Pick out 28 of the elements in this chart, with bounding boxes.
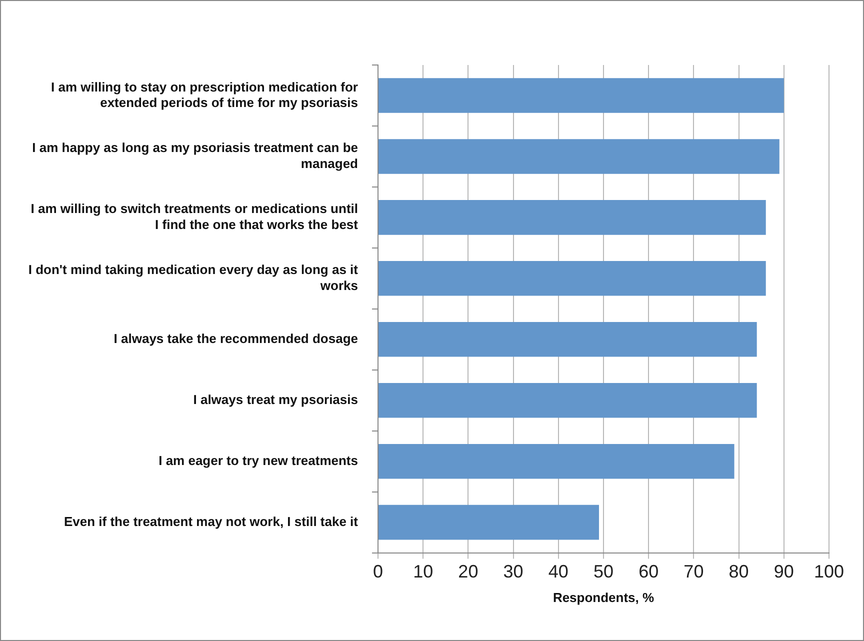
bar — [378, 444, 734, 479]
y-tick-label: I am happy as long as my psoriasis treatment can be managed — [32, 140, 358, 171]
x-tick-label: 0 — [372, 562, 384, 582]
x-tick-label: 60 — [638, 562, 659, 582]
y-tick-label: I don't mind taking medication every day as long as it works — [28, 262, 359, 293]
bar — [378, 78, 784, 113]
x-tick-label: 90 — [774, 562, 794, 582]
bar — [378, 504, 599, 540]
x-tick-label: 50 — [593, 562, 614, 582]
bar — [378, 200, 766, 235]
x-tick-label: 100 — [814, 562, 844, 582]
y-tick-label: I always treat my psoriasis — [193, 392, 358, 407]
bar — [378, 139, 780, 174]
y-tick-label: I am willing to stay on prescription medication for extended periods of time for my psoriasis — [51, 79, 358, 110]
x-tick-label: 20 — [458, 562, 478, 582]
y-tick-label: I am willing to switch treatments or medications until I find the one that works the best — [30, 201, 359, 232]
x-tick-label: 10 — [413, 562, 434, 582]
bar — [378, 382, 757, 418]
y-tick-label: Even if the treatment may not work, I still take it — [64, 514, 359, 529]
bar — [378, 261, 766, 296]
x-tick-label: 30 — [503, 562, 524, 582]
x-tick-label: 40 — [548, 562, 568, 582]
x-tick-label: 80 — [728, 562, 749, 582]
y-tick-label: I am eager to try new treatments — [158, 452, 358, 468]
bar — [378, 322, 757, 357]
x-axis-title: Respondents, % — [552, 590, 655, 605]
x-tick-label: 70 — [684, 562, 704, 582]
y-tick-label: I always take the recommended dosage — [114, 330, 358, 346]
